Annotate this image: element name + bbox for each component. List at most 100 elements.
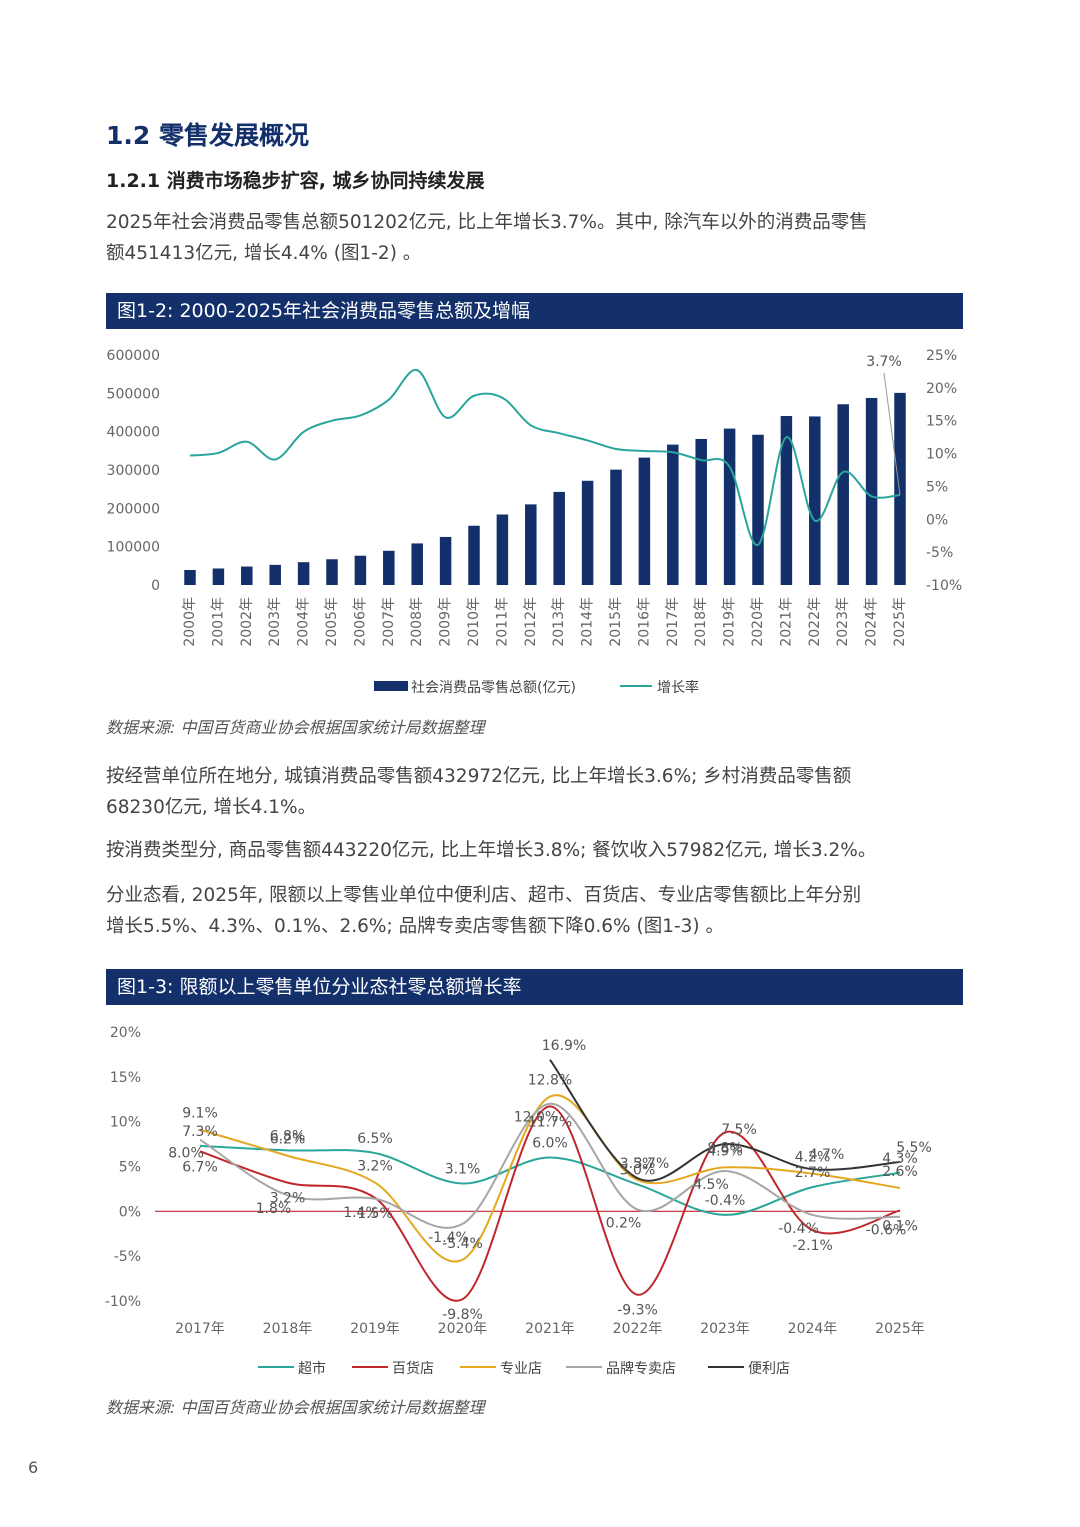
- right-axis-tick-label: 0%: [926, 512, 948, 528]
- data-label: 3.2%: [270, 1191, 306, 1207]
- right-axis-tick-label: 15%: [926, 414, 957, 430]
- retail-sales-bar: [496, 514, 509, 585]
- data-label: 3.1%: [445, 1162, 481, 1178]
- retail-sales-bar: [809, 416, 821, 585]
- x-axis-tick-label: 2013年: [551, 597, 567, 647]
- data-label: 3.2%: [357, 1159, 393, 1175]
- x-axis-tick-label: 2010年: [466, 597, 482, 647]
- data-label: 4.5%: [693, 1177, 729, 1193]
- data-label: 2.7%: [795, 1165, 831, 1181]
- data-label: 12.8%: [528, 1073, 572, 1089]
- figure-2-title: 图1-3: 限额以上零售单位分业态社零总额增长率: [106, 969, 963, 1005]
- x-axis-tick-label: 2016年: [636, 597, 652, 647]
- x-axis-tick-label: 2020年: [750, 597, 766, 647]
- data-label: 4.3%: [882, 1151, 918, 1167]
- retail-sales-bar: [837, 404, 849, 585]
- figure-1-chart: 600000 500000 400000 300000 200000 100000 0 25…: [107, 348, 963, 696]
- x-axis-tick-label: 2023年: [835, 597, 851, 647]
- right-axis-tick-label: 20%: [926, 381, 957, 397]
- retail-sales-bar: [581, 480, 594, 585]
- left-axis-tick-label: 300000: [107, 463, 160, 479]
- data-label: 0.2%: [606, 1216, 642, 1232]
- figure-2-chart: 20% 15% 10% 5% 0% -5% -10% 7.3% 6.8% 6.5% 3.1% 6.0…: [105, 1025, 932, 1377]
- retail-sales-bar: [269, 564, 281, 585]
- x-axis-tick-label: 2003年: [267, 597, 283, 647]
- x-axis-tick-label: 2023年: [700, 1321, 750, 1337]
- page-number: 6: [28, 1458, 39, 1477]
- data-label: 1.5%: [357, 1206, 393, 1222]
- paragraph-line: 增长5.5%、4.3%、0.1%、2.6%; 品牌专卖店零售额下降0.6% (图…: [106, 916, 725, 937]
- retail-sales-bar: [326, 559, 338, 585]
- retail-sales-bar: [865, 397, 878, 585]
- annotation-leader-line: [883, 372, 901, 496]
- x-axis-tick-label: 2025年: [892, 597, 908, 647]
- paragraph-1: 2025年社会消费品零售总额501202亿元, 比上年增长3.7%。其中, 除汽…: [106, 207, 986, 269]
- retail-sales-bar: [241, 566, 253, 585]
- figure-1-title: 图1-2: 2000-2025年社会消费品零售总额及增幅: [106, 293, 963, 329]
- paragraph-2: 按经营单位所在地分, 城镇消费品零售额432972亿元, 比上年增长3.6%; …: [106, 761, 986, 823]
- data-label: -0.4%: [705, 1193, 746, 1209]
- retail-sales-bar: [184, 570, 196, 585]
- legend-label: 专业店: [500, 1361, 542, 1377]
- x-axis-tick-label: 2001年: [210, 597, 226, 647]
- section-title: 1.2 零售发展概况: [106, 121, 309, 150]
- data-label: 11.7%: [528, 1114, 572, 1130]
- data-label: 1.8%: [256, 1201, 292, 1217]
- left-axis-tick-label: 600000: [107, 348, 160, 364]
- data-label: 0.1%: [882, 1218, 918, 1234]
- legend-label: 品牌专卖店: [606, 1360, 676, 1377]
- data-label: 9.1%: [182, 1106, 218, 1122]
- right-axis-tick-label: 25%: [926, 348, 957, 364]
- x-axis-tick-label: 2019年: [350, 1321, 400, 1337]
- x-axis-tick-label: 2005年: [324, 597, 340, 647]
- series-line: [199, 1094, 901, 1263]
- retail-sales-bar: [553, 491, 565, 585]
- retail-sales-bar: [638, 457, 651, 585]
- retail-sales-bar: [610, 469, 622, 585]
- x-axis-tick-label: 2022年: [807, 597, 823, 647]
- retail-sales-bar: [354, 555, 367, 585]
- data-label: 4.9%: [707, 1143, 743, 1159]
- x-axis-tick-label: 2024年: [788, 1321, 838, 1337]
- left-axis-tick-label: 0: [151, 578, 160, 594]
- legend-label: 增长率: [657, 679, 699, 696]
- x-axis-tick-label: 2007年: [381, 597, 397, 647]
- retail-sales-bar: [780, 416, 793, 585]
- legend-label: 便利店: [748, 1361, 790, 1377]
- x-axis-tick-label: 2024年: [864, 597, 880, 647]
- data-label: 6.0%: [532, 1136, 568, 1152]
- x-axis-tick-label: 2017年: [665, 597, 681, 647]
- right-axis-tick-label: -10%: [926, 578, 962, 594]
- data-label: 8.0%: [168, 1146, 204, 1162]
- data-label: 4.2%: [795, 1150, 831, 1166]
- x-axis-tick-label: 2018年: [693, 597, 709, 647]
- x-axis-tick-label: 2014年: [580, 597, 596, 647]
- x-axis-tick-label: 2006年: [352, 597, 368, 647]
- x-axis-tick-label: 2019年: [722, 597, 738, 647]
- right-axis-tick-label: 10%: [926, 447, 957, 463]
- data-label: 1.4%: [343, 1205, 379, 1221]
- left-axis-tick-label: 400000: [107, 425, 160, 441]
- data-label: 3.0%: [620, 1162, 656, 1178]
- series-line: [199, 1102, 901, 1229]
- retail-sales-bar: [212, 568, 225, 585]
- y-axis-tick-label: 0%: [119, 1204, 141, 1220]
- retail-sales-bar: [752, 434, 764, 585]
- x-axis-tick-label: 2009年: [438, 597, 454, 647]
- paragraph-line: 按经营单位所在地分, 城镇消费品零售额432972亿元, 比上年增长3.6%; …: [106, 766, 852, 787]
- retail-sales-bar: [297, 562, 310, 585]
- section-subtitle: 1.2.1 消费市场稳步扩容, 城乡协同持续发展: [106, 170, 485, 192]
- data-label: 6.2%: [270, 1132, 306, 1148]
- data-label: 8.8%: [707, 1140, 743, 1156]
- left-axis-tick-label: 200000: [107, 501, 160, 517]
- legend-label: 超市: [298, 1360, 326, 1377]
- data-label: -9.3%: [617, 1303, 658, 1319]
- x-axis-tick-label: 2021年: [525, 1321, 575, 1337]
- annotation-label: 3.7%: [866, 354, 902, 370]
- growth-rate-line: [189, 369, 901, 546]
- x-axis-tick-label: 2015年: [608, 597, 624, 647]
- x-axis-tick-label: 2000年: [182, 597, 198, 647]
- left-axis-tick-label: 100000: [107, 540, 160, 556]
- data-label: 3.5%: [620, 1156, 656, 1172]
- data-label: 4.7%: [809, 1147, 845, 1163]
